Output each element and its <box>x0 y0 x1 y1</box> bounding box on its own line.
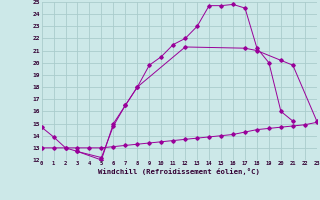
X-axis label: Windchill (Refroidissement éolien,°C): Windchill (Refroidissement éolien,°C) <box>98 168 260 175</box>
